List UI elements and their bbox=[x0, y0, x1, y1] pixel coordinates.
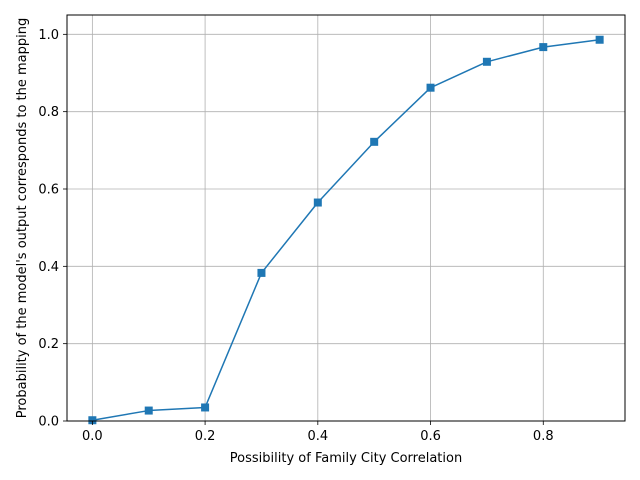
x-axis-label: Possibility of Family City Correlation bbox=[230, 451, 462, 466]
data-point-marker bbox=[257, 268, 266, 277]
data-point-marker bbox=[88, 416, 97, 425]
y-tick-label: 0.4 bbox=[38, 260, 59, 275]
data-point-marker bbox=[426, 83, 435, 92]
y-tick-label: 0.6 bbox=[38, 183, 59, 198]
x-tick-label: 0.0 bbox=[82, 429, 103, 444]
data-point-marker bbox=[539, 43, 548, 52]
series-line bbox=[92, 39, 600, 421]
x-axis-ticks: 0.0 0.2 0.4 0.6 0.8 bbox=[82, 421, 554, 444]
y-axis-ticks: 0.0 0.2 0.4 0.6 0.8 1.0 bbox=[38, 28, 67, 430]
y-tick-label: 0.8 bbox=[38, 105, 59, 120]
data-series bbox=[88, 35, 604, 425]
plot-frame bbox=[66, 14, 626, 422]
y-axis-label: Probability of the model's output corres… bbox=[15, 18, 30, 419]
y-tick-label: 0.2 bbox=[38, 337, 59, 352]
data-point-marker bbox=[482, 57, 491, 66]
x-tick-label: 0.8 bbox=[533, 429, 554, 444]
y-tick-label: 1.0 bbox=[38, 28, 59, 43]
y-tick-label: 0.0 bbox=[38, 415, 59, 430]
grid-lines bbox=[67, 15, 625, 422]
x-tick-label: 0.6 bbox=[420, 429, 441, 444]
data-point-marker bbox=[144, 406, 153, 415]
x-tick-label: 0.4 bbox=[307, 429, 328, 444]
x-tick-label: 0.2 bbox=[195, 429, 216, 444]
data-point-marker bbox=[595, 35, 604, 44]
data-point-marker bbox=[201, 403, 210, 412]
data-point-marker bbox=[370, 137, 379, 146]
data-point-marker bbox=[313, 198, 322, 207]
